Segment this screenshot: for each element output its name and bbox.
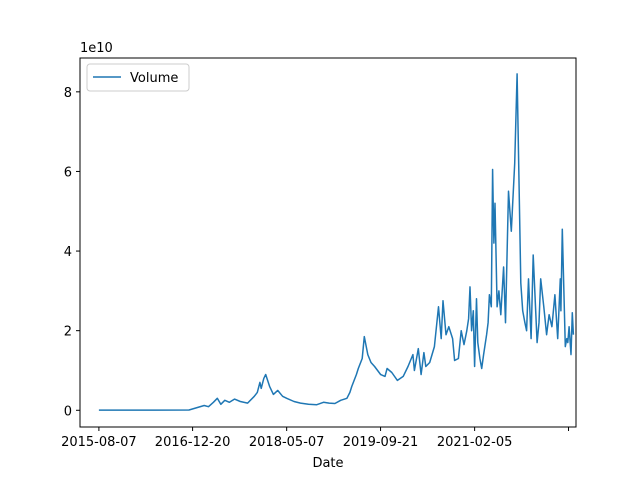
legend: Volume [86,63,190,92]
x-tick-label: 2016-12-20 [155,435,231,450]
legend-box [86,63,190,92]
volume-line [98,73,575,411]
legend-label: Volume [130,71,178,86]
y-tick-label: 6 [64,165,72,180]
y-multiplier-label: 1e10 [80,41,113,56]
y-tick-label: 4 [64,245,72,260]
x-tick-label: 2015-08-07 [61,435,137,450]
x-tick-label: 2019-09-21 [343,435,419,450]
plot-area [80,58,576,427]
plot-frame [79,57,577,428]
y-tick-label: 2 [64,325,72,340]
y-tick-label: 8 [64,86,72,101]
x-tick-label: 2021-02-05 [437,435,513,450]
y-axis-ticks: 0 2 4 6 8 [64,86,80,419]
x-axis-label: Date [312,456,343,471]
x-tick-label: 2018-05-07 [249,435,325,450]
y-tick-label: 0 [64,404,72,419]
x-axis-ticks: 2015-08-07 2016-12-20 2018-05-07 2019-09-21… [61,427,570,450]
series-volume [98,73,575,411]
